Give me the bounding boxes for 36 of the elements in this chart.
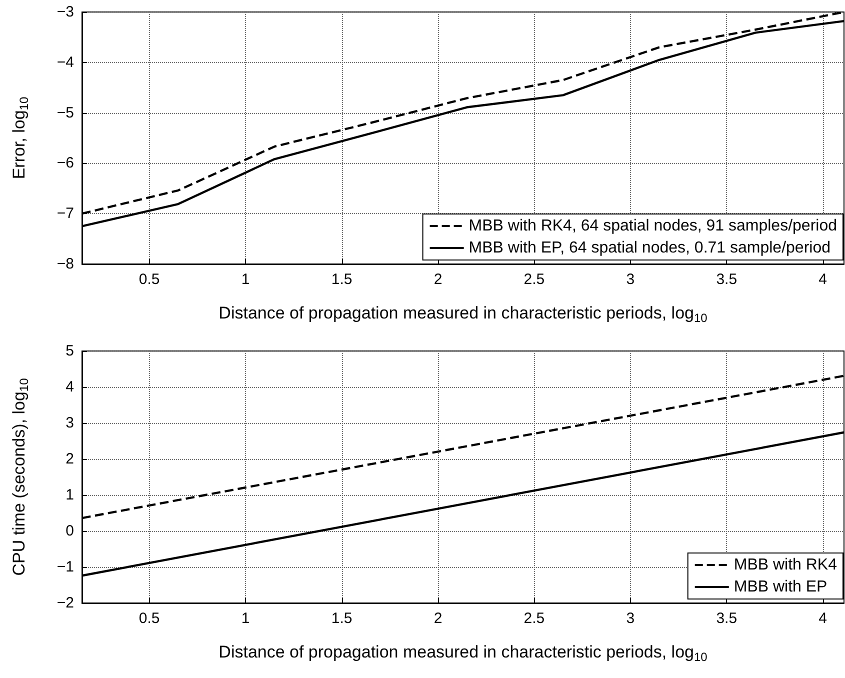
legend-label: MBB with EP [734,578,828,596]
x-tick-label: 4 [818,271,828,288]
y-tick-label: −2 [56,594,74,612]
y-tick-label: −1 [56,558,74,576]
legend-label: MBB with RK4 [734,556,838,574]
x-tick-label: 3.5 [716,610,738,627]
y-tick-label: 4 [66,378,74,396]
x-tick-label: 2.5 [524,610,545,627]
x-tick-label: 1 [241,271,250,288]
x-tick-label: 1.5 [331,610,352,627]
y-axis-title: CPU time (seconds), log10 [10,378,31,576]
x-tick-label: 0.5 [138,271,160,288]
y-tick-label: 2 [66,450,74,468]
y-tick-label: −4 [56,54,74,71]
x-tick-label: 3.5 [716,271,738,288]
x-tick-label: 0.5 [138,610,160,627]
y-tick-label: −6 [56,154,74,172]
x-tick-label: 4 [818,610,828,627]
legend-label: MBB with EP, 64 spatial nodes, 0.71 sample/period [468,240,831,256]
y-tick-label: 0 [66,522,74,540]
y-tick-label: −3 [56,4,74,20]
y-axis-title: Error, log10 [10,96,31,180]
y-tick-label: −8 [56,256,74,272]
legend-label: MBB with RK4, 64 spatial nodes, 91 samples/period [468,218,838,234]
x-tick-label: 1.5 [331,271,352,288]
x-tick-label: 2 [434,610,442,627]
y-tick-label: −7 [56,205,74,222]
y-tick-label: −5 [56,104,74,122]
x-tick-label: 3 [626,271,635,288]
y-tick-label: 5 [66,342,74,360]
y-tick-label: 3 [66,414,74,432]
x-tick-label: 2 [434,271,442,288]
x-tick-label: 2.5 [524,271,545,288]
x-tick-label: 1 [241,610,250,627]
x-tick-label: 3 [626,610,635,627]
y-tick-label: 1 [66,486,74,504]
